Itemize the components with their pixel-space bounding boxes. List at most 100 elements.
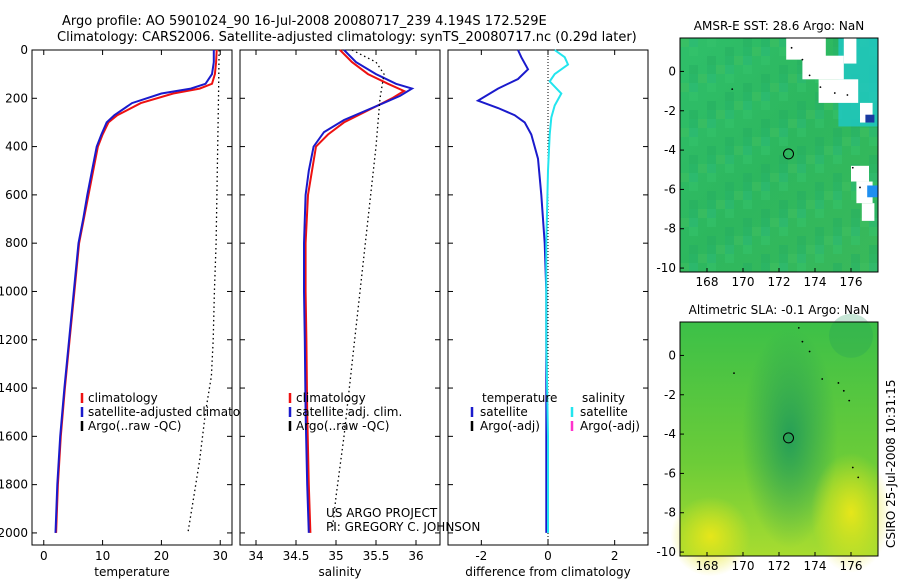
y-tick-label: 0 xyxy=(20,43,28,57)
sst-pixel xyxy=(689,38,698,47)
sst-pixel xyxy=(761,74,770,83)
sst-pixel xyxy=(743,191,752,200)
sst-pixel xyxy=(743,173,752,182)
missing-data-area xyxy=(818,79,859,103)
sst-pixel xyxy=(869,155,878,164)
sst-pixel xyxy=(770,173,779,182)
sst-pixel xyxy=(707,254,716,263)
missing-data-area xyxy=(786,38,826,60)
y-tick-label: 1000 xyxy=(0,284,28,298)
sst-pixel xyxy=(869,254,878,263)
profile-panel-1: 0 10 20 30 0 200 400 600 800 1000 1200 1400 1600 1800… xyxy=(0,43,266,579)
sst-pixel xyxy=(761,128,770,137)
legend-label: satellite-adjusted climatology xyxy=(88,405,266,419)
sst-pixel xyxy=(860,218,869,227)
sst-pixel xyxy=(815,245,824,254)
sst-pixel xyxy=(725,182,734,191)
sst-pixel xyxy=(815,227,824,236)
legend-header: salinity xyxy=(582,391,625,405)
island-dot xyxy=(808,74,811,77)
map-panel-2: 168 170 172 174 176 0 -2 -4 -6 -8 -10 Altimetric SL… xyxy=(656,303,891,577)
sst-pixel xyxy=(698,119,707,128)
sla-high-anomaly xyxy=(811,452,891,573)
sst-pixel xyxy=(788,74,797,83)
x-tick-label: 174 xyxy=(804,559,827,573)
sst-pixel xyxy=(833,155,842,164)
sst-pixel xyxy=(779,182,788,191)
sst-pixel xyxy=(779,164,788,173)
y-tick-label: -10 xyxy=(656,261,676,275)
sst-pixel xyxy=(815,119,824,128)
project-credit: US ARGO PROJECT PI: GREGORY C. JOHNSON xyxy=(326,506,480,534)
legend: temperaturesatelliteArgo(-adj)salinitysa… xyxy=(470,391,640,433)
x-tick-label: 30 xyxy=(213,549,228,563)
legend-label: climatology xyxy=(296,391,366,405)
y-tick-label: 1200 xyxy=(0,333,28,347)
timestamp-stamp: CSIRO 25-Jul-2008 10:31:15 xyxy=(884,379,898,548)
sst-pixel xyxy=(680,83,689,92)
sst-pixel xyxy=(806,155,815,164)
island-dot xyxy=(808,350,811,353)
y-tick-label: -10 xyxy=(656,545,676,559)
sst-pixel xyxy=(707,65,716,74)
sst-pixel xyxy=(761,119,770,128)
sst-pixel xyxy=(752,47,761,56)
sst-pixel xyxy=(689,164,698,173)
sst-pixel xyxy=(689,110,698,119)
sst-pixel xyxy=(698,254,707,263)
sst-pixel xyxy=(770,83,779,92)
sst-pixel xyxy=(725,65,734,74)
sst-pixel xyxy=(689,119,698,128)
sst-pixel xyxy=(869,218,878,227)
sst-pixel xyxy=(833,110,842,119)
sst-pixel xyxy=(743,83,752,92)
sst-pixel xyxy=(797,209,806,218)
sst-pixel xyxy=(824,101,833,110)
sst-pixel xyxy=(689,137,698,146)
profile-location-marker xyxy=(783,148,795,160)
sst-pixel xyxy=(806,245,815,254)
sst-pixel xyxy=(725,74,734,83)
sst-pixel xyxy=(725,101,734,110)
sst-pixel xyxy=(779,128,788,137)
x-tick-label: 0 xyxy=(40,549,48,563)
x-axis-label: salinity xyxy=(318,565,361,579)
sst-cold-spot xyxy=(865,114,875,123)
y-tick-label: 200 xyxy=(5,91,28,105)
sst-pixel xyxy=(842,137,851,146)
sst-pixel xyxy=(851,254,860,263)
island-dot xyxy=(848,399,851,402)
sst-pixel xyxy=(788,209,797,218)
y-tick-label: -8 xyxy=(664,506,676,520)
sst-pixel xyxy=(833,101,842,110)
sst-pixel xyxy=(833,146,842,155)
x-axis-label: temperature xyxy=(94,565,169,579)
sst-pixel xyxy=(743,38,752,47)
sst-pixel xyxy=(743,92,752,101)
sst-pixel xyxy=(761,263,770,272)
sst-pixel xyxy=(743,137,752,146)
island-dot xyxy=(790,46,793,49)
sst-pixel xyxy=(797,164,806,173)
sst-pixel xyxy=(743,200,752,209)
sst-pixel xyxy=(743,146,752,155)
x-tick-label: 35.5 xyxy=(363,549,390,563)
y-tick-label: 400 xyxy=(5,140,28,154)
sst-pixel xyxy=(689,182,698,191)
sst-pixel xyxy=(869,245,878,254)
sst-pixel xyxy=(833,245,842,254)
series-line-3 xyxy=(187,49,220,534)
legend-label: Argo(-adj) xyxy=(480,419,540,433)
sst-pixel xyxy=(797,56,806,65)
island-dot xyxy=(801,340,804,343)
legend-label: Argo(..raw -QC) xyxy=(88,419,181,433)
x-tick-label: 0 xyxy=(544,549,552,563)
sst-pixel xyxy=(761,182,770,191)
sst-pixel xyxy=(707,218,716,227)
sst-pixel xyxy=(743,65,752,74)
sst-pixel xyxy=(797,218,806,227)
island-dot xyxy=(819,86,822,89)
sst-pixel xyxy=(842,182,851,191)
sst-pixel xyxy=(716,245,725,254)
sst-pixel xyxy=(869,173,878,182)
